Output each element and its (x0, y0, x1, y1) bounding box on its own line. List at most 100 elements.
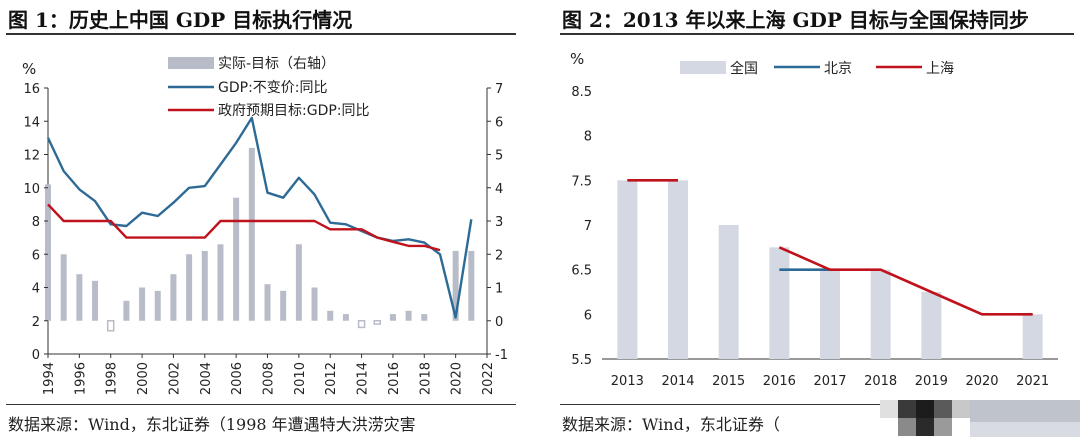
chart1-x-tick-label: 2006 (230, 362, 245, 395)
chart1-x-tick-label: 2010 (293, 362, 308, 395)
chart1-bar (452, 250, 459, 321)
chart2-x-tick-label: 2015 (712, 374, 745, 389)
chart1-bar (373, 320, 381, 325)
chart1-bar (170, 274, 177, 321)
chart1-bar (233, 197, 240, 321)
chart2-bar (1022, 314, 1043, 359)
chart1-y2-tick-label: 2 (495, 248, 503, 263)
chart2-legend-label-shanghai: 上海 (926, 61, 954, 77)
chart1-y-tick-label: 8 (32, 215, 40, 230)
chart1-bar (217, 244, 224, 321)
chart1-y2-tick-label: 5 (495, 149, 503, 164)
chart1-title: 图 1：历史上中国 GDP 目标执行情况 (8, 8, 353, 32)
chart1-y-tick-label: 0 (32, 348, 40, 363)
chart1-bar (327, 310, 334, 321)
chart2-bar (820, 269, 840, 359)
chart1-bar (405, 310, 412, 321)
chart2-bar (617, 180, 638, 359)
chart1-bar (280, 290, 287, 321)
chart2-y-unit: % (570, 50, 584, 68)
chart2-source: 数据来源：Wind，东北证券（ (562, 415, 780, 434)
chart1-source-rule (6, 404, 516, 405)
chart1-bar (295, 244, 302, 321)
chart2-source-rule (560, 404, 1074, 405)
chart1-gdp-line (46, 116, 473, 319)
chart2-legend-label-national: 全国 (730, 60, 758, 77)
chart2-x-tick-label: 2016 (763, 374, 796, 389)
chart1-x-tick-label: 1994 (42, 362, 57, 395)
chart1-bar (60, 254, 67, 321)
chart1-x-tick-label: 2012 (324, 362, 339, 395)
chart1-bar (311, 287, 318, 321)
chart2-y-tick-label: 6 (584, 308, 592, 323)
chart1-y2-tick-label: 6 (495, 115, 503, 130)
chart2-x-tick-label: 2020 (965, 374, 998, 389)
chart2-y-tick-label: 7 (584, 219, 592, 234)
chart1-x-tick-label: 2000 (136, 362, 151, 395)
chart1-y-tick-label: 2 (32, 315, 40, 330)
chart1-legend-label-bar: 实际-目标（右轴） (218, 56, 335, 72)
chart1-legend-label-gdp: GDP:不变价:同比 (218, 80, 328, 96)
chart1-y-tick-label: 14 (23, 115, 40, 130)
chart1-y-tick-label: 12 (23, 149, 40, 164)
chart1-bar (45, 184, 51, 321)
chart2-bar (870, 269, 891, 359)
chart1-bar (76, 274, 83, 321)
chart1-x-tick-label: 1996 (73, 362, 88, 395)
chart1-x-tick-label: 2014 (356, 362, 371, 395)
chart1-bar (201, 250, 208, 321)
chart1-source: 数据来源：Wind，东北证券（1998 年遭遇特大洪涝灾害 (8, 415, 416, 434)
chart2-x-tick-label: 2021 (1016, 374, 1049, 389)
chart2-y-tick-label: 8.5 (571, 85, 592, 100)
chart2-y-tick-label: 5.5 (571, 353, 592, 368)
chart1-bar (389, 314, 396, 321)
chart1-x-tick-label: 2002 (167, 362, 182, 395)
chart1-bar (248, 147, 255, 321)
chart2-legend-swatch-national (680, 61, 726, 74)
chart1-bar (357, 320, 366, 329)
chart1-y-tick-label: 10 (23, 182, 40, 197)
chart1-bar (421, 314, 428, 321)
chart1-bar (342, 314, 349, 321)
chart2-x-tick-label: 2013 (611, 374, 644, 389)
chart1-y2-tick-label: 0 (495, 315, 503, 330)
chart2-x-tick-label: 2014 (661, 374, 694, 389)
chart1-bar (468, 250, 475, 321)
chart1-legend-label-target: 政府预期目标:GDP:同比 (218, 103, 370, 119)
chart2-shanghai-line (627, 179, 1033, 316)
chart1-y-tick-label: 4 (32, 282, 40, 297)
chart1-legend-swatch-bar (168, 57, 214, 69)
chart1-title-rule (6, 33, 516, 35)
chart1-bar (139, 287, 146, 321)
chart1-target-line (47, 203, 441, 252)
chart1-x-tick-label: 2022 (481, 362, 496, 395)
chart2-y-tick-label: 6.5 (571, 264, 592, 279)
chart1-bar (154, 290, 161, 321)
chart2-bar (668, 180, 688, 359)
chart2-bar (718, 225, 739, 359)
chart1-x-tick-label: 2018 (418, 362, 433, 395)
chart1-y2-tick-label: 1 (495, 282, 503, 297)
chart2-bar (769, 247, 790, 359)
chart1-x-tick-label: 2008 (262, 362, 277, 395)
chart1-x-tick-label: 2004 (199, 362, 214, 395)
chart2-x-tick-label: 2017 (813, 374, 846, 389)
chart2-x-tick-label: 2018 (864, 374, 897, 389)
chart1-x-tick-label: 2016 (387, 362, 402, 395)
watermark-mosaic (880, 400, 1080, 437)
chart2-title: 图 2：2013 年以来上海 GDP 目标与全国保持同步 (562, 8, 1029, 32)
chart1-y2-tick-label: 4 (495, 182, 503, 197)
chart1-bar (106, 320, 115, 332)
chart1-y-tick-label: 16 (23, 82, 40, 97)
chart2-bar (921, 292, 942, 359)
chart2-title-rule (560, 33, 1074, 35)
chart1-x-tick-label: 2020 (450, 362, 465, 395)
chart1-y2-tick-label: 3 (495, 215, 503, 230)
chart1-y-tick-label: 6 (32, 248, 40, 263)
chart2-legend-label-beijing: 北京 (824, 61, 852, 77)
chart1-bar (123, 300, 130, 321)
chart2-shanghai-vs-national: % 5.5 6 6.5 7 7.5 8 8.5 2013 2014 2015 2016 2017 20… (570, 50, 1058, 389)
chart2-y-tick-label: 8 (584, 130, 592, 145)
chart2-y-tick-label: 7.5 (571, 174, 592, 189)
